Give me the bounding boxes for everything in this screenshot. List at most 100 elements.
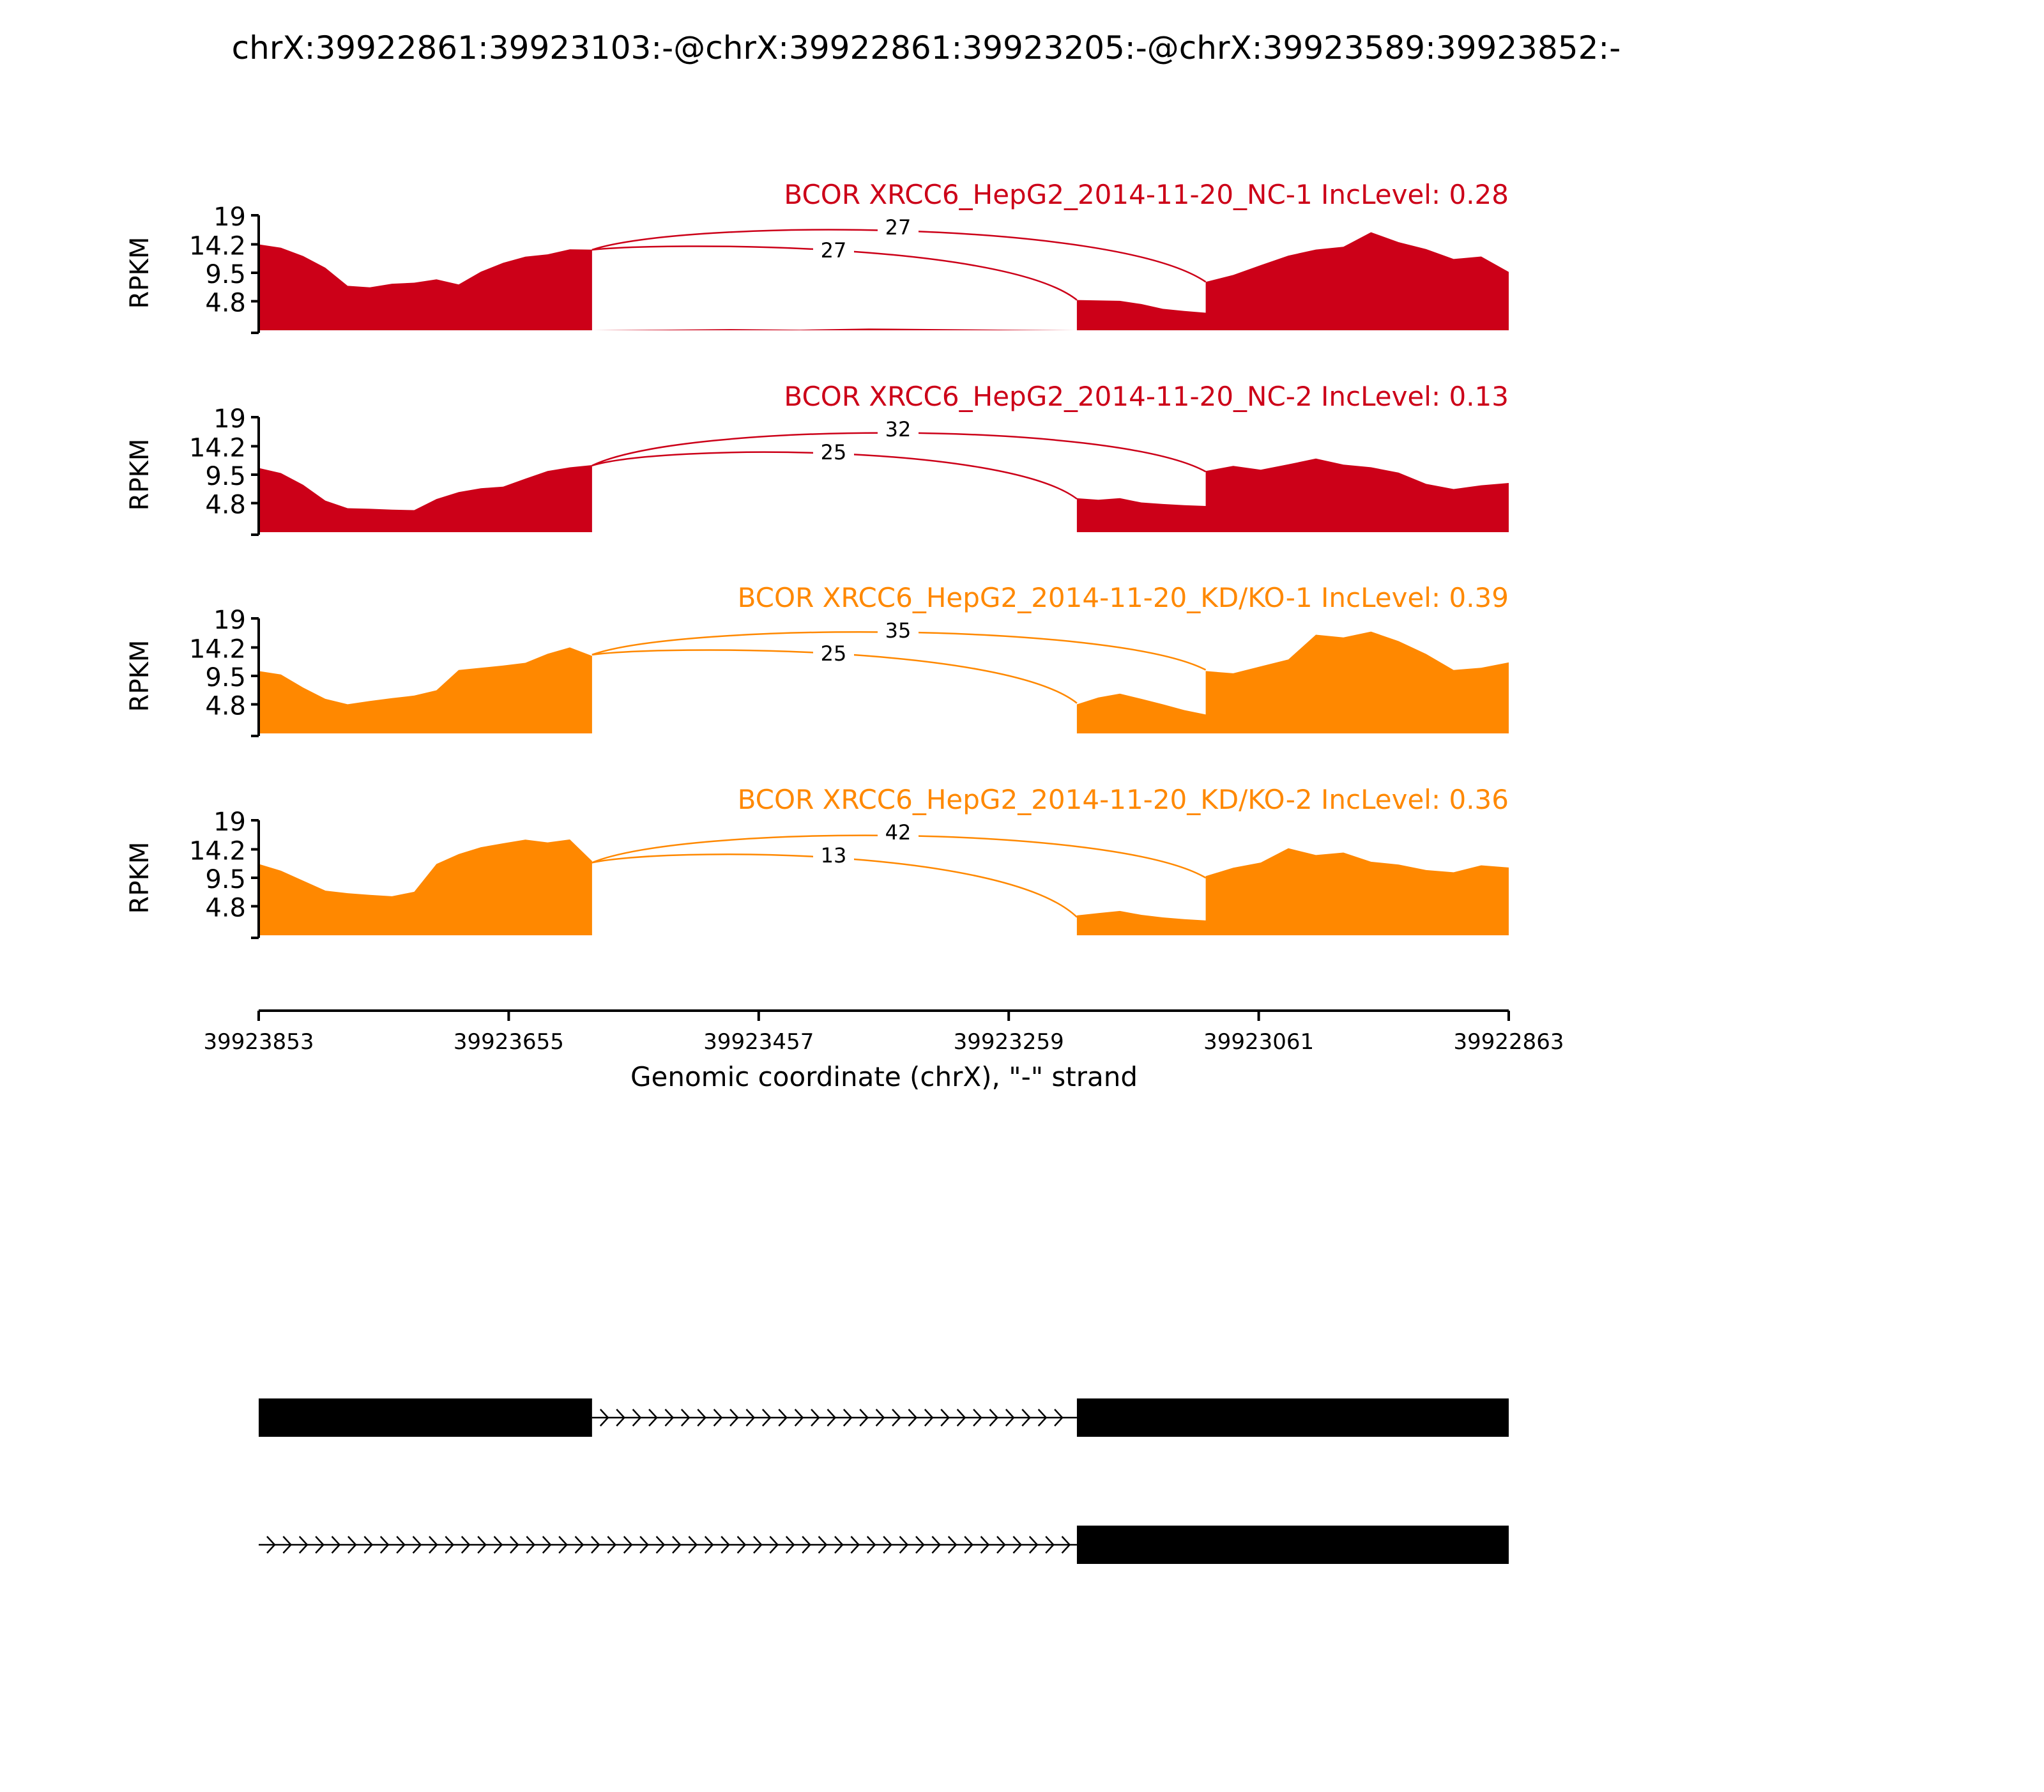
strand-chevron xyxy=(648,1409,658,1427)
track-title: BCOR XRCC6_HepG2_2014-11-20_NC-2 IncLeve… xyxy=(784,381,1509,412)
strand-chevron xyxy=(778,1409,788,1427)
strand-chevron xyxy=(363,1536,374,1554)
x-tick-label: 39923259 xyxy=(954,1029,1064,1055)
strand-chevron xyxy=(850,1536,860,1554)
strand-chevron xyxy=(510,1536,519,1554)
strand-chevron xyxy=(843,1409,853,1427)
strand-chevron xyxy=(736,1536,747,1554)
junction-label-bg xyxy=(813,643,854,664)
y-tick-label: 4.8 xyxy=(205,289,246,318)
strand-chevron xyxy=(1021,1409,1031,1427)
x-tick-label: 39923061 xyxy=(1203,1029,1314,1055)
strand-chevron xyxy=(769,1536,779,1554)
junction-label-bg xyxy=(878,620,919,641)
strand-chevron xyxy=(892,1409,901,1427)
y-axis-label: RPKM xyxy=(125,640,155,712)
strand-chevron xyxy=(379,1536,390,1554)
strand-chevron xyxy=(697,1409,706,1427)
x-axis-label: Genomic coordinate (chrX), "-" strand xyxy=(630,1061,1138,1092)
y-axis-label: RPKM xyxy=(125,842,155,914)
x-tick-label: 39922863 xyxy=(1453,1029,1564,1055)
strand-chevron xyxy=(298,1536,309,1554)
strand-chevron xyxy=(639,1536,649,1554)
strand-chevron xyxy=(526,1536,536,1554)
strand-chevron xyxy=(883,1536,892,1554)
strand-chevron xyxy=(931,1536,942,1554)
isoform-inclusion xyxy=(259,1398,1509,1437)
y-tick-label: 4.8 xyxy=(205,692,246,721)
strand-chevron xyxy=(599,1409,609,1427)
strand-chevron xyxy=(875,1409,885,1427)
strand-chevron xyxy=(412,1536,422,1554)
junction-count-label: 25 xyxy=(821,440,847,464)
junction-count-label: 32 xyxy=(885,417,911,441)
strand-chevron xyxy=(591,1536,600,1554)
junction-count-label: 13 xyxy=(821,843,847,868)
strand-chevron xyxy=(396,1536,406,1554)
strand-chevron xyxy=(818,1536,828,1554)
strand-chevron xyxy=(866,1536,876,1554)
strand-chevron xyxy=(924,1409,934,1427)
junction-count-label: 42 xyxy=(885,820,911,845)
strand-chevron xyxy=(827,1409,837,1427)
strand-chevron xyxy=(721,1536,730,1554)
strand-chevron xyxy=(672,1536,682,1554)
y-tick-label: 14.2 xyxy=(189,231,246,261)
strand-chevron xyxy=(794,1409,804,1427)
junction-count-label: 25 xyxy=(821,641,847,666)
strand-chevron xyxy=(429,1536,438,1554)
strand-chevron xyxy=(859,1409,869,1427)
y-tick-label: 19 xyxy=(213,404,246,434)
strand-chevron xyxy=(1028,1536,1039,1554)
y-tick-label: 14.2 xyxy=(189,433,246,463)
strand-chevron xyxy=(266,1536,276,1554)
track-title: BCOR XRCC6_HepG2_2014-11-20_NC-1 IncLeve… xyxy=(784,179,1509,210)
strand-chevron xyxy=(542,1536,552,1554)
exon-block xyxy=(1076,1398,1509,1437)
strand-chevron xyxy=(1012,1536,1023,1554)
track-title: BCOR XRCC6_HepG2_2014-11-20_KD/KO-2 IncL… xyxy=(738,784,1509,815)
junction-label-bg xyxy=(878,822,919,843)
strand-chevron xyxy=(664,1409,675,1427)
exon-block xyxy=(259,1398,592,1437)
strand-chevron xyxy=(655,1536,666,1554)
strand-chevron xyxy=(282,1536,293,1554)
junction-count-label: 27 xyxy=(885,215,911,240)
strand-chevron xyxy=(315,1536,324,1554)
junction-label-bg xyxy=(813,845,854,866)
y-axis-label: RPKM xyxy=(125,439,155,511)
strand-chevron xyxy=(680,1409,690,1427)
strand-chevron xyxy=(461,1536,471,1554)
y-tick-label: 19 xyxy=(213,606,246,635)
y-tick-label: 9.5 xyxy=(205,865,246,894)
strand-chevron xyxy=(908,1409,918,1427)
junction-count-label: 35 xyxy=(885,618,911,643)
strand-chevron xyxy=(802,1536,811,1554)
isoform-exclusion xyxy=(259,1526,1509,1564)
strand-chevron xyxy=(729,1409,739,1427)
strand-chevron xyxy=(899,1536,909,1554)
y-tick-label: 9.5 xyxy=(205,663,246,693)
figure-title: chrX:39922861:39923103:-@chrX:39922861:3… xyxy=(232,29,1621,66)
strand-chevron xyxy=(477,1536,487,1554)
x-tick-label: 39923853 xyxy=(203,1029,314,1055)
junction-count-label: 27 xyxy=(821,238,847,263)
coverage-area xyxy=(259,839,1509,935)
strand-chevron xyxy=(1037,1409,1048,1427)
x-tick-label: 39923457 xyxy=(703,1029,814,1055)
strand-chevron xyxy=(493,1536,503,1554)
strand-chevron xyxy=(753,1536,763,1554)
strand-chevron xyxy=(761,1409,772,1427)
coverage-area xyxy=(259,232,1509,330)
isoform-models xyxy=(259,1398,1509,1564)
strand-chevron xyxy=(989,1409,999,1427)
strand-chevron xyxy=(331,1536,341,1554)
exon-block xyxy=(1076,1526,1509,1564)
y-tick-label: 9.5 xyxy=(205,462,246,491)
y-tick-label: 14.2 xyxy=(189,634,246,664)
